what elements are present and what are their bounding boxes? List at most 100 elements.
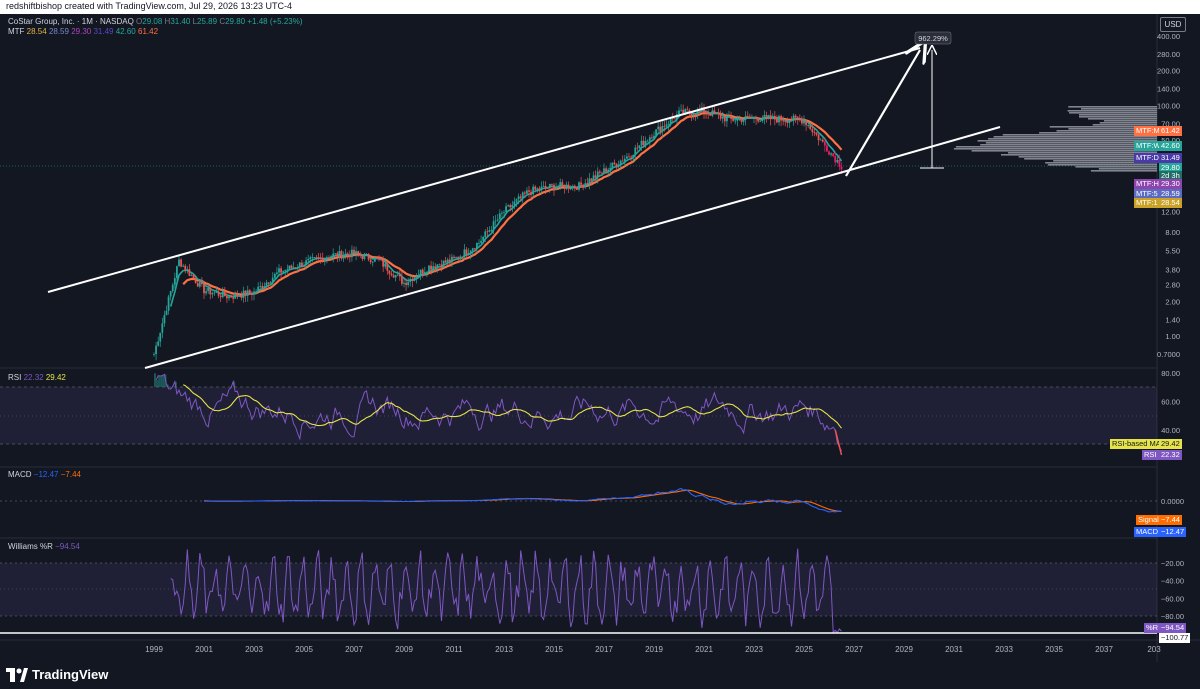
candle-body	[788, 120, 791, 124]
candle-body	[667, 123, 670, 125]
price-tick-label: 3.80	[1165, 265, 1180, 274]
candle-body	[726, 117, 728, 122]
candle-body	[653, 135, 655, 139]
candle-body	[534, 186, 537, 190]
candle-body	[257, 286, 260, 292]
williams-pane	[0, 548, 1157, 634]
candle-body	[444, 260, 447, 263]
mtf-tag-value: 28.59	[1159, 189, 1182, 199]
candle-body	[673, 118, 676, 120]
candle-body	[490, 230, 493, 231]
candle-body	[509, 205, 512, 208]
time-tick-label: 2031	[945, 645, 963, 654]
volume-profile-bar	[1049, 126, 1157, 128]
candle-body	[492, 221, 495, 231]
rsi-legend[interactable]: RSI 22.32 29.42	[8, 373, 66, 382]
candle-body	[773, 115, 776, 120]
rsi-tick-label: 40.00	[1161, 426, 1180, 435]
candle-body	[548, 183, 551, 188]
volume-profile-bar	[977, 140, 1157, 142]
candle-body	[469, 250, 472, 254]
candle-body	[344, 253, 347, 256]
time-tick-label: 2023	[745, 645, 763, 654]
symbol-legend[interactable]: CoStar Group, Inc. · 1M · NASDAQ O29.08 …	[8, 17, 303, 26]
volume-profile-bar	[1079, 116, 1157, 118]
candle-body	[182, 265, 185, 267]
time-tick-label: 2003	[245, 645, 263, 654]
candle-body	[390, 273, 393, 276]
candle-body	[696, 109, 699, 115]
mtf-tag-label: MTF:D	[1134, 153, 1161, 163]
candle-body	[355, 251, 357, 254]
candle-body	[157, 341, 160, 346]
signal-legend-value: −7.44	[60, 470, 81, 479]
candle-body	[190, 275, 193, 276]
channel-upper-line[interactable]	[47, 47, 921, 293]
mtf-legend[interactable]: MTF 28.54 28.59 29.30 31.49 42.60 61.42	[8, 27, 158, 36]
candle-body	[180, 259, 182, 267]
candle-body	[228, 296, 230, 299]
close-label: C	[219, 17, 226, 26]
candle-body	[598, 171, 601, 173]
candle-body	[263, 286, 266, 289]
time-axis[interactable]: 1999 2001 2003 2005 2007 2009 2011 2013 2015 2017…	[145, 645, 1161, 654]
candle-body	[709, 113, 712, 116]
candle-body	[269, 282, 272, 284]
candle-body	[586, 183, 589, 184]
trend-channel[interactable]	[47, 47, 1001, 369]
candle-body	[646, 140, 649, 142]
candle-body	[588, 178, 591, 184]
volume-profile-bar	[988, 138, 1157, 140]
candle-body	[315, 257, 318, 258]
candle-body	[236, 293, 239, 297]
currency-button[interactable]: USD	[1160, 17, 1186, 32]
candle-body	[163, 315, 166, 324]
volume-profile-bar	[1047, 164, 1157, 166]
candle-body	[805, 120, 807, 126]
rsi-ma-tag-label: RSI-based MA	[1110, 439, 1163, 449]
volume-profile-bar	[1068, 106, 1157, 108]
candle-body	[840, 166, 843, 170]
channel-extension-line[interactable]	[842, 126, 1001, 173]
williams-legend[interactable]: Williams %R −94.54	[8, 542, 80, 551]
rsi-pane	[0, 373, 1157, 456]
candle-body	[594, 175, 597, 178]
candle-body	[432, 266, 435, 270]
tradingview-logo[interactable]: TradingView	[6, 667, 108, 682]
time-tick-label: 2029	[895, 645, 913, 654]
candle-body	[834, 156, 837, 163]
time-tick-label: 2035	[1045, 645, 1063, 654]
candle-body	[167, 296, 170, 311]
candle-body	[559, 182, 562, 187]
wr-tag-label: %R	[1144, 623, 1161, 633]
open-label: O	[136, 17, 143, 26]
low-label: L	[192, 17, 198, 26]
candle-body	[367, 253, 370, 260]
rsi-title: RSI	[8, 373, 22, 382]
rsi-overbought-fill	[154, 373, 236, 387]
mtf-tag-label: MTF:M	[1134, 126, 1162, 136]
mtf-value-m: 61.42	[138, 27, 159, 36]
projection-arrow[interactable]	[845, 50, 920, 177]
macd-legend[interactable]: MACD −12.47 −7.44	[8, 470, 81, 479]
candle-body	[213, 292, 216, 294]
channel-lower-line[interactable]	[144, 171, 844, 369]
macd-pane	[0, 487, 1157, 513]
time-tick-label: 2001	[195, 645, 213, 654]
macd-tag-label: MACD	[1134, 527, 1161, 537]
price-pane	[0, 102, 1157, 361]
candle-body	[271, 277, 274, 283]
candle-body	[521, 192, 524, 198]
candle-body	[205, 291, 207, 294]
candle-body	[582, 184, 585, 188]
candle-body	[546, 187, 549, 189]
time-tick-label: 2009	[395, 645, 413, 654]
candle-body	[480, 240, 482, 243]
price-axis[interactable]: 400.00 280.00 200.00 140.00 100.00 70.00 50.00…	[1157, 32, 1184, 621]
candle-body	[530, 191, 532, 195]
candle-body	[763, 115, 766, 120]
candle-body	[186, 269, 189, 271]
candle-body	[313, 257, 316, 258]
candle-body	[553, 184, 555, 190]
